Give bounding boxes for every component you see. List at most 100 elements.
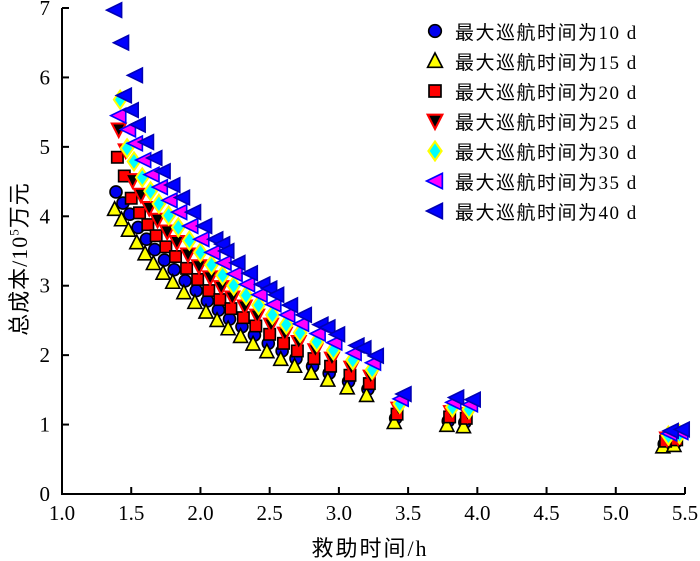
x-axis-title: 救助时间/h <box>311 536 429 561</box>
circle-marker-icon <box>189 283 204 298</box>
x-tick-label: 2.5 <box>257 501 283 525</box>
x-tick-label: 4.0 <box>464 501 490 525</box>
series-7-points <box>104 1 691 440</box>
y-tick-label: 6 <box>40 65 51 89</box>
legend: 最大巡航时间为10 d 最大巡航时间为15 d 最大巡航时间为20 d 最大巡航时间为… <box>424 16 638 226</box>
square-marker-icon <box>428 84 442 98</box>
triangle-left-marker-icon <box>327 325 346 343</box>
triangle-left-marker-icon <box>353 339 372 357</box>
triangle-up-marker-icon <box>272 349 290 367</box>
diamond-marker-icon <box>134 166 150 189</box>
triangle-left-marker-icon <box>125 66 144 84</box>
triangle-up-marker-icon <box>128 233 146 250</box>
triangle-up-marker-icon <box>232 327 249 344</box>
triangle-left-marker-icon <box>111 34 130 52</box>
triangle-left-marker-icon <box>424 201 444 221</box>
triangle-up-marker-icon <box>208 311 226 328</box>
triangle-left-marker-icon <box>128 116 146 134</box>
square-marker-icon <box>213 293 227 307</box>
y-tick-label: 1 <box>40 413 51 437</box>
triangle-up-marker-icon <box>455 417 472 434</box>
y-axis-title: 总成本/105万元 <box>2 144 34 374</box>
y-tick-label: 7 <box>40 0 51 20</box>
circle-marker-icon <box>109 185 123 199</box>
diamond-marker-icon <box>226 274 242 297</box>
legend-item-1: 最大巡航时间为10 d <box>424 16 638 46</box>
triangle-up-marker-icon <box>244 334 262 351</box>
x-tick-label: 3.0 <box>326 501 352 525</box>
triangle-up-marker-icon <box>426 51 444 69</box>
triangle-up-legend-icon <box>426 51 444 69</box>
square-marker-icon <box>141 218 155 232</box>
triangle-left-marker-icon <box>160 191 178 209</box>
diamond-marker-icon <box>427 140 443 162</box>
triangle-left-marker-icon <box>172 188 191 207</box>
y-axis-title-prefix: 总成本/10 <box>7 235 32 336</box>
diamond-marker-icon <box>264 304 280 326</box>
triangle-left-marker-icon <box>366 347 385 365</box>
legend-item-4: 最大巡航时间为25 d <box>424 106 638 136</box>
circle-marker-icon <box>178 274 193 288</box>
triangle-up-marker-icon <box>219 319 237 336</box>
y-tick-label: 2 <box>40 343 51 367</box>
diamond-marker-icon <box>215 264 231 287</box>
square-marker-icon <box>169 250 183 264</box>
triangle-left-marker-icon <box>114 86 133 105</box>
legend-label: 最大巡航时间为30 d <box>455 142 638 164</box>
triangle-left-marker-icon <box>216 242 235 260</box>
triangle-left-marker-icon <box>317 318 336 336</box>
triangle-left-marker-icon <box>672 420 691 439</box>
triangle-left-marker-icon <box>121 101 140 119</box>
triangle-left-legend-icon <box>424 171 444 191</box>
circle-marker-icon <box>427 23 443 39</box>
triangle-left-marker-icon <box>463 390 481 409</box>
legend-label: 最大巡航时间为10 d <box>455 22 638 44</box>
triangle-up-marker-icon <box>145 254 162 271</box>
diamond-marker-icon <box>192 241 208 264</box>
diamond-legend-icon <box>427 140 443 162</box>
triangle-left-marker-icon <box>394 385 412 403</box>
legend-item-7: 最大巡航时间为40 d <box>424 196 638 226</box>
triangle-left-marker-icon <box>263 295 282 314</box>
triangle-up-marker-icon <box>338 378 356 395</box>
diamond-marker-icon <box>161 204 177 227</box>
diamond-marker-icon <box>170 216 186 239</box>
x-tick-label: 1.5 <box>118 501 144 525</box>
triangle-left-marker-icon <box>136 133 155 151</box>
square-marker-icon <box>224 302 238 316</box>
triangle-left-marker-icon <box>240 264 259 282</box>
triangle-up-marker-icon <box>136 244 154 261</box>
legend-label: 最大巡航时间为40 d <box>455 202 638 224</box>
triangle-up-marker-icon <box>175 283 193 300</box>
y-tick-label: 0 <box>40 482 51 506</box>
triangle-left-marker-icon <box>144 149 163 167</box>
triangle-down-marker-icon <box>148 212 167 230</box>
x-tick-label: 4.5 <box>533 501 559 525</box>
circle-marker-icon <box>167 262 181 277</box>
triangle-up-marker-icon <box>302 363 320 380</box>
triangle-left-marker-icon <box>446 388 465 407</box>
legend-label: 最大巡航时间为25 d <box>455 112 638 134</box>
y-axis-title-suffix: 万元 <box>7 182 32 229</box>
y-tick-label: 4 <box>40 204 51 228</box>
diamond-marker-icon <box>181 229 197 252</box>
y-axis-title-superscript: 5 <box>6 228 22 236</box>
legend-label: 最大巡航时间为35 d <box>455 172 638 194</box>
triangle-left-marker-icon <box>108 107 127 125</box>
triangle-up-marker-icon <box>197 302 215 319</box>
diamond-marker-icon <box>203 254 220 276</box>
square-marker-icon <box>180 261 194 275</box>
triangle-left-marker-icon <box>280 296 299 314</box>
triangle-left-legend-icon <box>424 201 444 221</box>
y-tick-label: 5 <box>40 135 51 159</box>
triangle-up-marker-icon <box>120 220 137 237</box>
triangle-left-marker-icon <box>424 171 444 191</box>
triangle-left-marker-icon <box>194 217 213 235</box>
y-tick-label: 3 <box>40 274 51 298</box>
square-marker-icon <box>159 240 173 254</box>
circle-legend-icon <box>427 23 443 39</box>
diamond-marker-icon <box>238 284 254 307</box>
triangle-up-marker-icon <box>186 293 204 310</box>
